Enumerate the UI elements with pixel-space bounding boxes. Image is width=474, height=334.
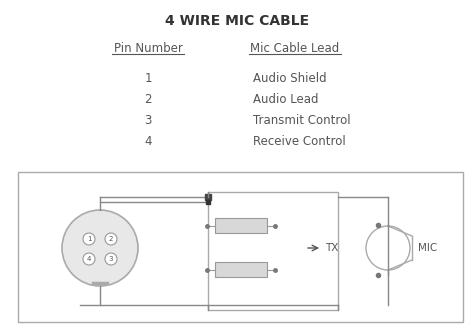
Text: Pin Number: Pin Number: [114, 42, 182, 55]
Text: 1: 1: [87, 236, 91, 242]
Circle shape: [105, 233, 117, 245]
Text: 3: 3: [144, 114, 152, 127]
Text: 4 WIRE MIC CABLE: 4 WIRE MIC CABLE: [165, 14, 309, 28]
Text: Transmit Control: Transmit Control: [253, 114, 351, 127]
Text: 2: 2: [109, 236, 113, 242]
Bar: [18, 172, 463, 322]
Text: Mic Cable Lead: Mic Cable Lead: [250, 42, 340, 55]
Bar: [208, 192, 338, 310]
Text: MIC: MIC: [418, 243, 437, 253]
Circle shape: [83, 253, 95, 265]
Circle shape: [83, 233, 95, 245]
Text: 4: 4: [144, 135, 152, 148]
Text: 1: 1: [144, 72, 152, 85]
Circle shape: [366, 226, 410, 270]
Text: Receive Control: Receive Control: [253, 135, 346, 148]
Text: 3: 3: [109, 256, 113, 262]
Circle shape: [105, 253, 117, 265]
Text: 2: 2: [144, 93, 152, 106]
Bar: [215, 218, 267, 233]
Text: TX: TX: [325, 243, 338, 253]
Text: Audio Lead: Audio Lead: [253, 93, 319, 106]
Text: 4: 4: [87, 256, 91, 262]
Text: Audio Shield: Audio Shield: [253, 72, 327, 85]
Circle shape: [62, 210, 138, 286]
Bar: [215, 262, 267, 277]
